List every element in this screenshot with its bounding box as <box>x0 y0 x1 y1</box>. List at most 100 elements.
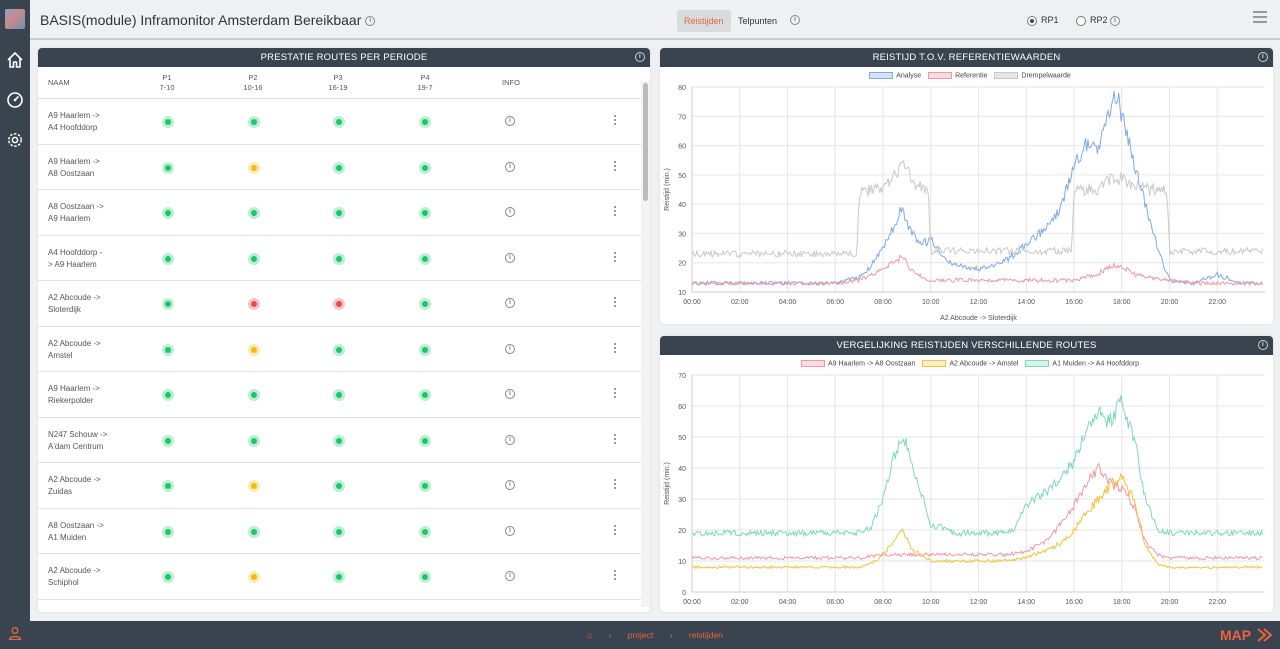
legend-label[interactable]: A2 Abcoude -> Amstel <box>949 360 1019 368</box>
table-row[interactable]: A9 Haarlem -> A8 Oostzaan i <box>38 145 650 190</box>
table-header: NAAM P1 7-10 P2 10-16 P3 16-19 P4 19-7 INFO <box>38 67 650 99</box>
info-icon[interactable]: i <box>505 116 515 126</box>
more-options-icon[interactable] <box>613 160 617 173</box>
chart-svg: 0 10 20 30 40 50 60 70 00:00 02:00 04:00 06:00 08:00… <box>664 373 1265 606</box>
legend-swatch[interactable] <box>869 72 894 79</box>
legend-label[interactable]: Analyse <box>896 72 922 80</box>
scrollbar[interactable] <box>641 81 650 607</box>
breadcrumb-reistijden[interactable]: reistijden <box>688 630 723 640</box>
dashboard-icon[interactable] <box>6 91 24 109</box>
footer-bar: ⌂ › project › reistijden MAP <box>30 621 1280 649</box>
col-p4[interactable]: P4 19-7 <box>415 73 435 93</box>
legend-swatch[interactable] <box>1025 360 1050 367</box>
x-tick-label: 00:00 <box>683 299 701 306</box>
more-options-icon[interactable] <box>613 524 617 537</box>
tab-telpunten[interactable]: Telpunten <box>738 16 778 26</box>
more-options-icon[interactable] <box>613 115 617 127</box>
info-icon[interactable]: i <box>505 571 515 581</box>
info-icon[interactable]: i <box>505 525 515 536</box>
radio-rp1[interactable]: RP1 <box>1027 14 1059 26</box>
table-row[interactable]: A8 Oostzaan -> A1 Muiden i <box>38 509 650 554</box>
y-tick-label: 60 <box>678 144 686 151</box>
y-tick-label: 70 <box>678 373 686 380</box>
y-tick-label: 80 <box>678 85 686 92</box>
table-row[interactable]: A9 Haarlem -> Riekerpolder i <box>38 372 650 418</box>
radio-checked-icon[interactable] <box>1027 15 1037 26</box>
more-options-icon[interactable] <box>613 479 617 491</box>
y-tick-label: 20 <box>678 528 686 535</box>
route-name: A2 Abcoude -> Zuidas <box>48 474 128 498</box>
table-row[interactable]: A8 Oostzaan -> A9 Haarlem i <box>38 190 650 236</box>
x-tick-label: 20:00 <box>1161 599 1179 606</box>
breadcrumb-project[interactable]: project <box>627 630 654 640</box>
info-icon[interactable]: i <box>505 252 515 263</box>
status-green-indicator <box>248 252 260 265</box>
radio-unchecked-icon[interactable] <box>1076 15 1086 26</box>
info-icon[interactable]: i <box>1258 340 1268 350</box>
more-options-icon[interactable] <box>613 433 617 446</box>
table-row[interactable]: A4 Hoofddorp - > A9 Haarlem i <box>38 236 650 281</box>
chart-legend: A9 Haarlem -> A8 Oostzaan A2 Abcoude -> A… <box>660 360 1273 367</box>
table-row[interactable]: A2 Abcoude -> Amstel i <box>38 327 650 372</box>
info-icon[interactable]: i <box>635 52 645 62</box>
info-icon[interactable]: i <box>790 15 800 25</box>
col-label: P1 <box>162 73 172 82</box>
more-options-icon[interactable] <box>613 206 617 218</box>
legend-swatch[interactable] <box>922 360 947 367</box>
info-icon[interactable]: i <box>505 434 515 445</box>
table-row[interactable]: A9 Haarlem -> A4 Hoofddorp i <box>38 99 650 145</box>
panel-header: PRESTATIE ROUTES PER PERIODE i <box>38 48 650 67</box>
status-green-indicator <box>248 434 260 447</box>
more-options-icon[interactable] <box>613 388 617 400</box>
table-row[interactable]: N247 Schouw -> A'dam Centrum i <box>38 418 650 463</box>
more-options-icon[interactable] <box>613 342 617 355</box>
route-name: A2 Abcoude -> Sloterdijk <box>48 292 128 316</box>
legend-swatch[interactable] <box>928 72 953 79</box>
info-icon[interactable]: i <box>365 16 376 27</box>
legend-label[interactable]: A9 Haarlem -> A8 Oostzaan <box>827 360 916 368</box>
table-row[interactable]: A2 Abcoude -> Sloterdijk i <box>38 281 650 327</box>
status-green-indicator <box>248 207 260 219</box>
status-green-indicator <box>419 525 431 538</box>
legend-label[interactable]: Referentie <box>955 72 988 80</box>
x-tick-label: 08:00 <box>874 299 892 306</box>
home-icon[interactable] <box>6 51 24 69</box>
info-icon[interactable]: i <box>1258 52 1268 62</box>
legend-swatch[interactable] <box>994 72 1019 79</box>
status-green-indicator <box>162 571 174 583</box>
status-green-indicator <box>419 252 431 265</box>
more-options-icon[interactable] <box>613 297 617 309</box>
info-icon[interactable]: i <box>505 298 515 308</box>
status-yellow-indicator <box>248 480 260 492</box>
tab-reistijden[interactable]: Reistijden <box>677 10 731 32</box>
col-label: P3 <box>333 73 343 82</box>
col-p3[interactable]: P3 16-19 <box>328 73 348 93</box>
user-icon[interactable] <box>8 626 22 640</box>
legend-label[interactable]: A1 Muiden -> A4 Hoofddorp <box>1052 360 1140 368</box>
scrollbar-thumb[interactable] <box>643 83 648 201</box>
breadcrumb-home-icon[interactable]: ⌂ <box>587 630 593 640</box>
info-icon[interactable]: i <box>505 207 515 217</box>
table-row[interactable]: A2 Abcoude -> Schiphol i <box>38 554 650 600</box>
hamburger-menu-icon[interactable] <box>1253 11 1267 23</box>
info-icon[interactable]: i <box>505 161 515 172</box>
col-naam[interactable]: NAAM <box>48 78 70 87</box>
app-logo[interactable] <box>5 9 25 29</box>
radio-rp2[interactable]: RP2 i <box>1076 14 1121 26</box>
legend-label[interactable]: Drempelwaarde <box>1021 72 1071 80</box>
info-icon[interactable]: i <box>505 480 515 490</box>
more-options-icon[interactable] <box>613 570 617 582</box>
legend-swatch[interactable] <box>800 360 825 367</box>
route-name: A8 Oostzaan -> A1 Muiden <box>48 520 128 544</box>
info-icon[interactable]: i <box>505 389 515 399</box>
more-options-icon[interactable] <box>613 251 617 264</box>
info-icon[interactable]: i <box>505 343 515 354</box>
info-icon[interactable]: i <box>1110 15 1121 26</box>
table-row[interactable]: A2 Abcoude -> Zuidas i <box>38 463 650 509</box>
route-name-line: Schiphol <box>48 578 79 587</box>
col-p2[interactable]: P2 10-16 <box>243 73 263 93</box>
settings-gear-icon[interactable] <box>6 131 24 149</box>
col-range: 19-7 <box>417 83 433 92</box>
col-p1[interactable]: P1 7-10 <box>157 73 177 93</box>
status-green-indicator <box>333 571 345 583</box>
